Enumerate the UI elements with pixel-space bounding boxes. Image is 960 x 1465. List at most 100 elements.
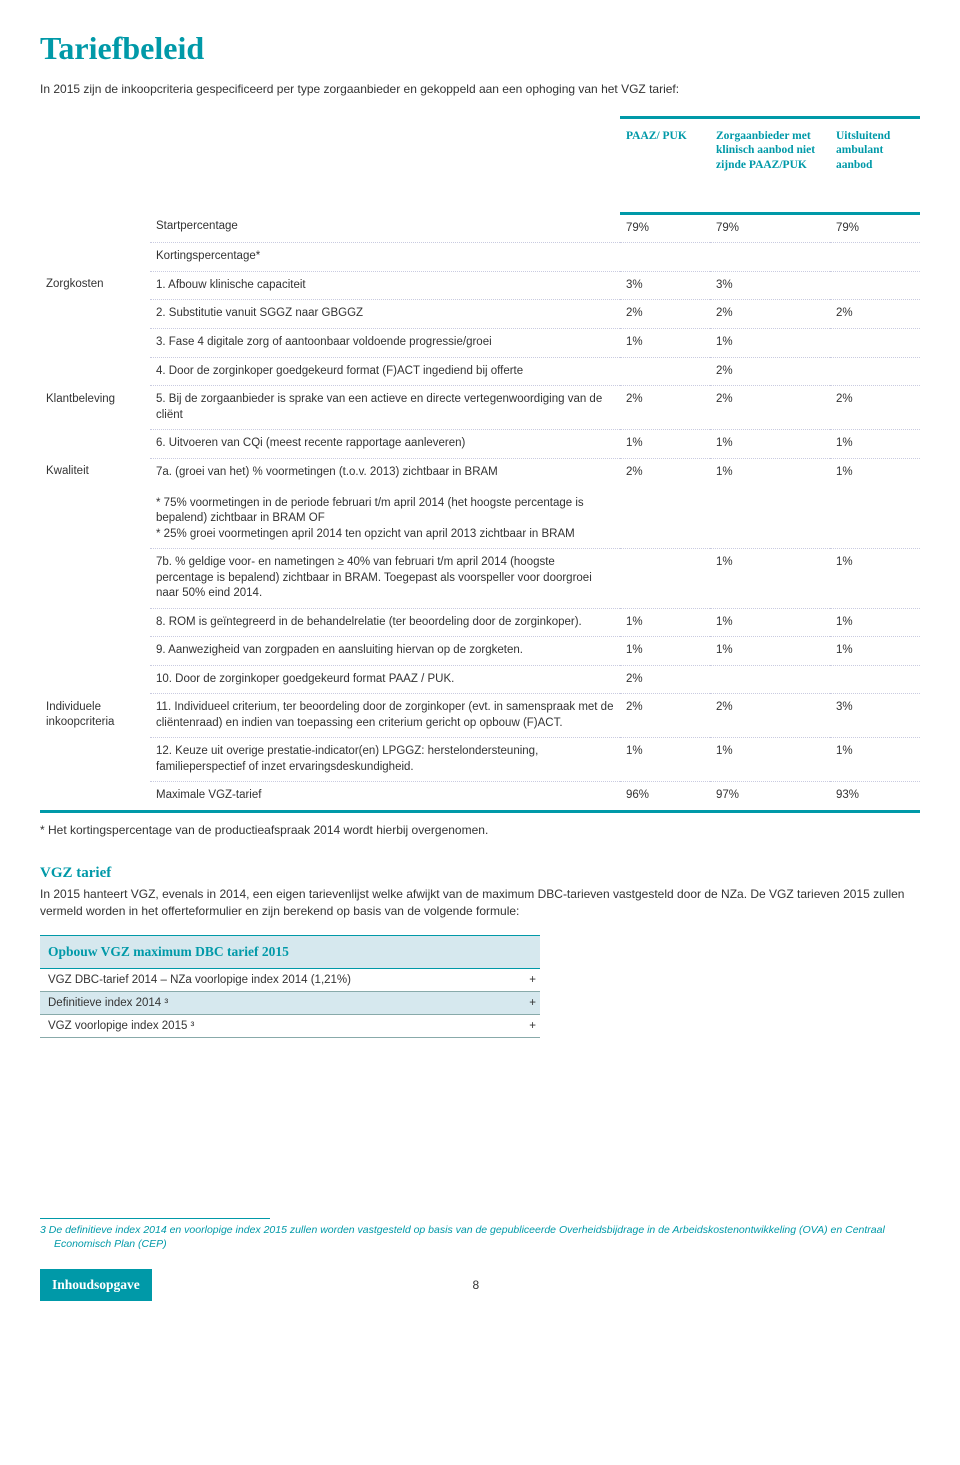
table-header-blank: [150, 117, 620, 213]
table-cell-value: 93%: [830, 782, 920, 812]
table-row-label: 7a. (groei van het) % voormetingen (t.o.…: [150, 458, 620, 549]
table-cell-value: 1%: [620, 738, 710, 782]
table-row-label: 3. Fase 4 digitale zorg of aantoonbaar v…: [150, 328, 620, 357]
table-cell-value: 1%: [830, 549, 920, 609]
table-row-category: [40, 328, 150, 357]
table-header-col3: Zorgaanbieder met klinisch aanbod niet z…: [710, 117, 830, 213]
table-row-category: [40, 357, 150, 386]
star-footnote: * Het kortingspercentage van de producti…: [40, 823, 920, 837]
table-cell-value: [620, 549, 710, 609]
page-title: Tariefbeleid: [40, 30, 920, 67]
table-header-blank: [40, 117, 150, 213]
table-row-category: [40, 549, 150, 609]
table-row-category: Klantbeleving: [40, 386, 150, 430]
table-cell-value: 1%: [710, 328, 830, 357]
table-cell-value: [620, 243, 710, 272]
dbc-row-plus: +: [510, 991, 540, 1014]
table-cell-value: 96%: [620, 782, 710, 812]
table-cell-value: 1%: [620, 637, 710, 666]
footnote-3: 3 De definitieve index 2014 en voorlopig…: [40, 1223, 920, 1251]
table-row-category: [40, 665, 150, 694]
table-cell-value: 2%: [620, 386, 710, 430]
dbc-row-label: VGZ voorlopige index 2015 ³: [40, 1014, 510, 1037]
table-row-category: Kwaliteit: [40, 458, 150, 549]
table-row-label: 6. Uitvoeren van CQi (meest recente rapp…: [150, 430, 620, 459]
table-cell-value: 79%: [710, 213, 830, 243]
table-cell-value: 2%: [620, 458, 710, 549]
table-row-label: Kortingspercentage*: [150, 243, 620, 272]
table-row-label: 7b. % geldige voor- en nametingen ≥ 40% …: [150, 549, 620, 609]
table-cell-value: 1%: [710, 430, 830, 459]
table-row-label: 5. Bij de zorgaanbieder is sprake van ee…: [150, 386, 620, 430]
intro-text: In 2015 zijn de inkoopcriteria gespecifi…: [40, 81, 920, 98]
table-row-category: Individuele inkoopcriteria: [40, 694, 150, 738]
section2-title: VGZ tarief: [40, 865, 920, 882]
table-cell-value: 79%: [830, 213, 920, 243]
table-cell-value: 3%: [710, 271, 830, 300]
table-cell-value: 97%: [710, 782, 830, 812]
footnote-separator: [40, 1218, 270, 1219]
table-cell-value: 2%: [710, 300, 830, 329]
table-row-label: 1. Afbouw klinische capaciteit: [150, 271, 620, 300]
table-row-label: 11. Individueel criterium, ter beoordeli…: [150, 694, 620, 738]
table-cell-value: 1%: [620, 608, 710, 637]
table-cell-value: 79%: [620, 213, 710, 243]
page-number: 8: [32, 1278, 920, 1292]
table-cell-value: 1%: [620, 328, 710, 357]
table-cell-value: 1%: [710, 738, 830, 782]
table-row-label: 8. ROM is geïntegreerd in de behandelrel…: [150, 608, 620, 637]
table-cell-value: 2%: [830, 386, 920, 430]
table-row-label: 4. Door de zorginkoper goedgekeurd forma…: [150, 357, 620, 386]
dbc-row-label: Definitieve index 2014 ³: [40, 991, 510, 1014]
table-cell-value: 2%: [620, 300, 710, 329]
table-cell-value: 2%: [710, 386, 830, 430]
table-row-label: Maximale VGZ-tarief: [150, 782, 620, 812]
table-cell-value: [710, 665, 830, 694]
table-row-category: [40, 300, 150, 329]
table-cell-value: [830, 243, 920, 272]
dbc-table-header: Opbouw VGZ maximum DBC tarief 2015: [40, 935, 540, 968]
table-cell-value: 3%: [620, 271, 710, 300]
table-cell-value: 1%: [620, 430, 710, 459]
table-cell-value: 2%: [620, 694, 710, 738]
table-cell-value: 1%: [830, 608, 920, 637]
table-header-col2: PAAZ/ PUK: [620, 117, 710, 213]
table-cell-value: 2%: [830, 300, 920, 329]
table-row-category: [40, 782, 150, 812]
table-row-category: Zorgkosten: [40, 271, 150, 300]
dbc-row-plus: +: [510, 968, 540, 991]
table-cell-value: 1%: [830, 430, 920, 459]
table-row-label: 10. Door de zorginkoper goedgekeurd form…: [150, 665, 620, 694]
table-row-category: [40, 738, 150, 782]
tarief-table: PAAZ/ PUK Zorgaanbieder met klinisch aan…: [40, 116, 920, 813]
table-row-category: [40, 430, 150, 459]
dbc-row-label: VGZ DBC-tarief 2014 – NZa voorlopige ind…: [40, 968, 510, 991]
table-cell-value: [830, 665, 920, 694]
table-cell-value: [830, 328, 920, 357]
table-cell-value: 2%: [710, 694, 830, 738]
table-cell-value: 1%: [710, 458, 830, 549]
table-cell-value: [830, 271, 920, 300]
table-row-category: [40, 608, 150, 637]
table-cell-value: 2%: [620, 665, 710, 694]
section2-intro: In 2015 hanteert VGZ, evenals in 2014, e…: [40, 886, 920, 921]
dbc-row-plus: +: [510, 1014, 540, 1037]
table-cell-value: 1%: [830, 637, 920, 666]
table-header-col4: Uitsluitend ambulant aanbod: [830, 117, 920, 213]
table-cell-value: 1%: [830, 738, 920, 782]
table-cell-value: [830, 357, 920, 386]
table-row-label: 2. Substitutie vanuit SGGZ naar GBGGZ: [150, 300, 620, 329]
table-cell-value: 1%: [830, 458, 920, 549]
table-row-label: 9. Aanwezigheid van zorgpaden en aanslui…: [150, 637, 620, 666]
table-cell-value: 1%: [710, 637, 830, 666]
table-row-category: [40, 243, 150, 272]
table-cell-value: 1%: [710, 608, 830, 637]
table-row-label: Startpercentage: [150, 213, 620, 243]
table-cell-value: 3%: [830, 694, 920, 738]
table-cell-value: 1%: [710, 549, 830, 609]
table-cell-value: [620, 357, 710, 386]
table-row-category: [40, 637, 150, 666]
table-row-category: [40, 213, 150, 243]
dbc-table: Opbouw VGZ maximum DBC tarief 2015 VGZ D…: [40, 935, 540, 1038]
table-cell-value: 2%: [710, 357, 830, 386]
